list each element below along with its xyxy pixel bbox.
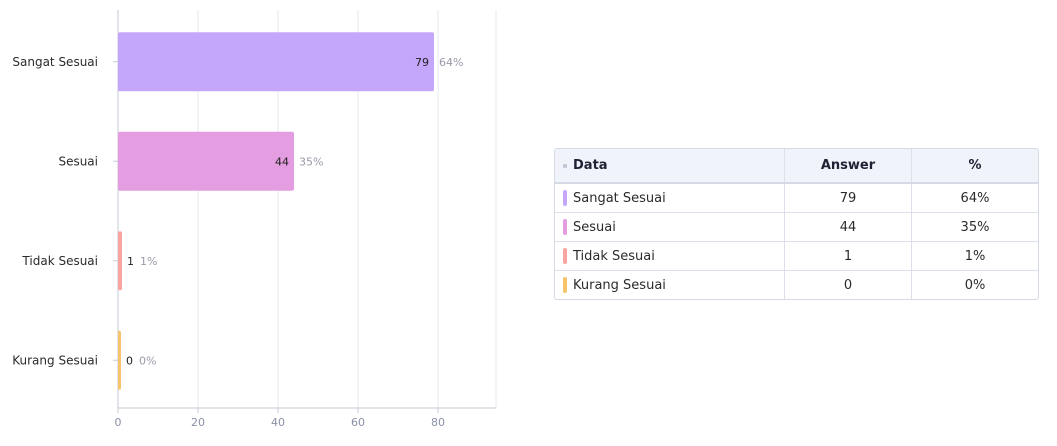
row-answer: 0: [785, 271, 912, 299]
row-label: Sangat Sesuai: [573, 190, 666, 206]
table-row: Kurang Sesuai 0 0%: [555, 271, 1038, 299]
category-label: Kurang Sesuai: [12, 353, 98, 367]
legend-swatch: [563, 219, 567, 235]
table-row: Tidak Sesuai 1 1%: [555, 242, 1038, 271]
row-percent: 0%: [964, 277, 986, 293]
row-percent: 35%: [960, 219, 990, 235]
category-label: Tidak Sesuai: [21, 254, 98, 268]
row-label-cell: Tidak Sesuai: [555, 242, 785, 270]
legend-swatch: [563, 190, 567, 206]
row-answer: 44: [785, 213, 912, 241]
row-label-cell: Kurang Sesuai: [555, 271, 785, 299]
x-tick-label: 80: [431, 416, 445, 429]
data-table: Data Answer % Sangat Sesuai 79 64% Sesua…: [554, 148, 1039, 300]
percent-label: 35%: [299, 155, 323, 168]
sort-handle-icon: [563, 163, 567, 168]
value-label: 44: [275, 155, 289, 168]
x-tick-label: 20: [191, 416, 205, 429]
percent-label: 0%: [139, 354, 156, 367]
header-data-label: Data: [573, 158, 608, 173]
table-row: Sangat Sesuai 79 64%: [555, 184, 1038, 213]
bar: [118, 330, 121, 390]
value-label: 79: [415, 56, 429, 69]
table-header: Data Answer %: [555, 149, 1038, 184]
bar: [118, 32, 434, 92]
header-percent[interactable]: %: [968, 158, 982, 173]
value-label: 1: [127, 255, 134, 268]
row-label-cell: Sangat Sesuai: [555, 184, 785, 212]
row-label: Tidak Sesuai: [573, 248, 655, 264]
row-answer: 79: [785, 184, 912, 212]
legend-swatch: [563, 248, 567, 264]
bar: [118, 231, 122, 291]
percent-label: 64%: [439, 56, 463, 69]
x-tick-label: 40: [271, 416, 285, 429]
table-row: Sesuai 44 35%: [555, 213, 1038, 242]
category-label: Sangat Sesuai: [12, 55, 98, 69]
value-label: 0: [126, 354, 133, 367]
row-label: Kurang Sesuai: [573, 277, 666, 293]
header-data[interactable]: Data: [555, 149, 785, 182]
row-label-cell: Sesuai: [555, 213, 785, 241]
legend-swatch: [563, 277, 567, 293]
percent-label: 1%: [140, 255, 157, 268]
row-label: Sesuai: [573, 219, 616, 235]
x-tick-label: 0: [115, 416, 122, 429]
row-answer: 1: [785, 242, 912, 270]
header-answer[interactable]: Answer: [785, 149, 912, 182]
category-label: Sesuai: [58, 154, 98, 168]
x-tick-label: 60: [351, 416, 365, 429]
row-percent: 1%: [964, 248, 986, 264]
bar: [118, 131, 294, 191]
bar-chart: 0 20 40 60 80 Sangat Sesuai 79 64% Sesuai 44 35% Ti…: [12, 10, 497, 429]
row-percent: 64%: [960, 190, 990, 206]
